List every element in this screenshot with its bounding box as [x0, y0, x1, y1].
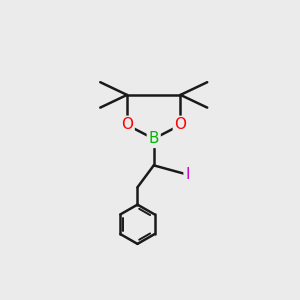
Text: O: O [121, 117, 133, 132]
Text: B: B [148, 131, 159, 146]
Text: I: I [185, 167, 190, 182]
Text: O: O [175, 117, 187, 132]
